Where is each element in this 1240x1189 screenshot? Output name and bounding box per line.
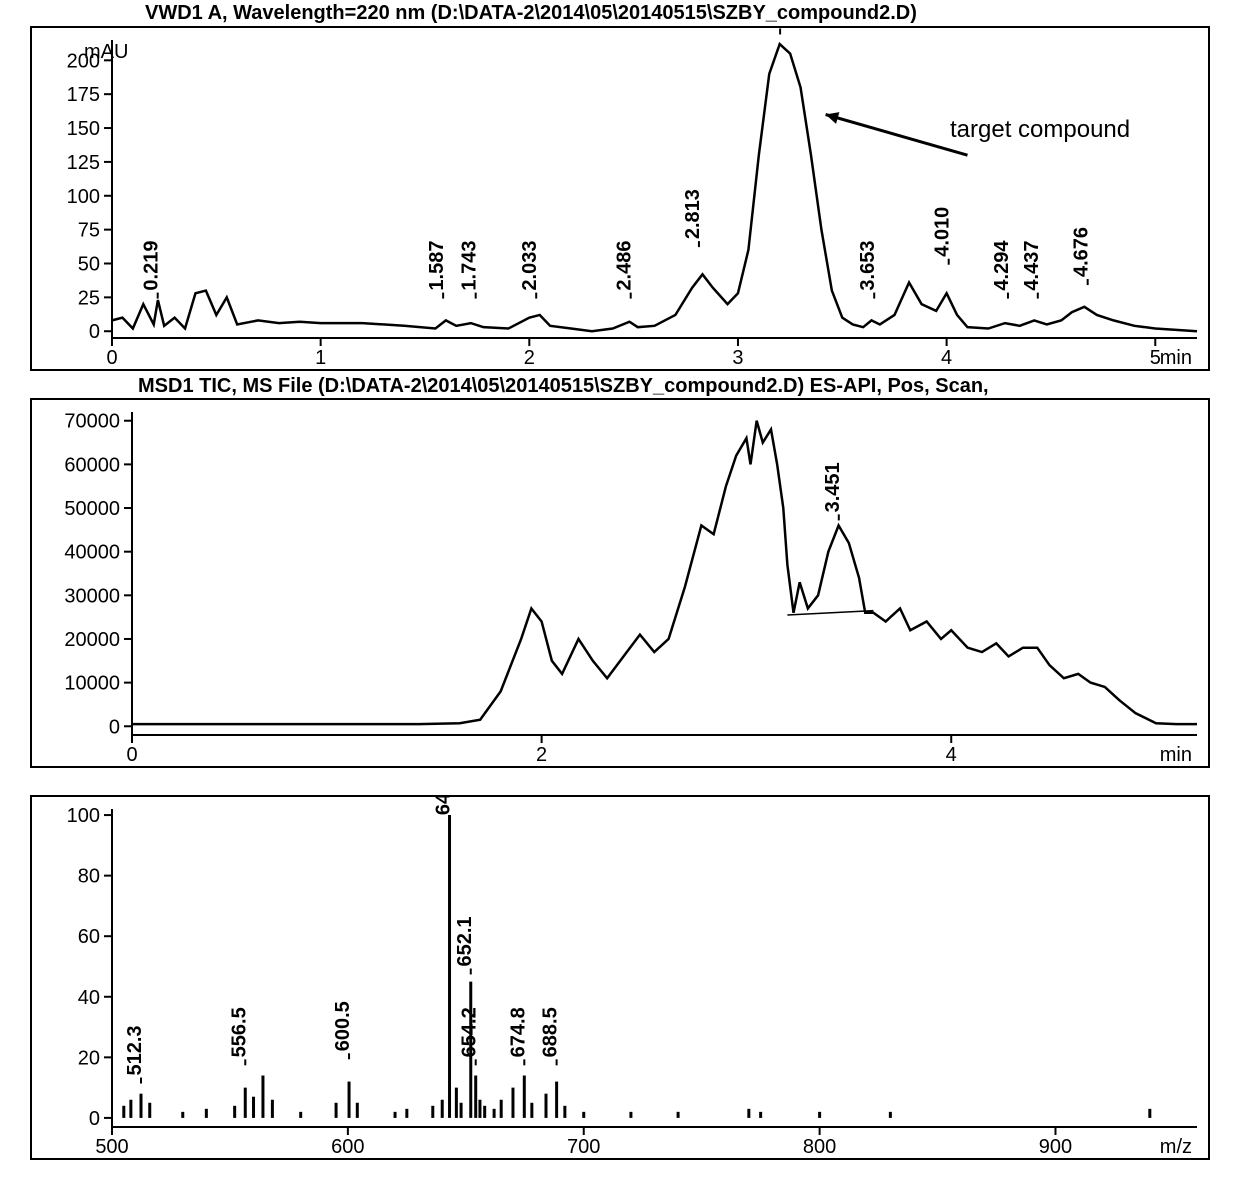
svg-text:0: 0 <box>109 716 120 738</box>
svg-text:0: 0 <box>106 347 117 369</box>
svg-text:mAU: mAU <box>84 41 128 63</box>
svg-text:100: 100 <box>67 186 100 208</box>
svg-text:80: 80 <box>78 866 100 888</box>
panel1-uv-chromatogram: 0255075100125150175200mAU012345min0.2191… <box>30 26 1210 371</box>
svg-text:175: 175 <box>67 84 100 106</box>
svg-text:20000: 20000 <box>64 629 120 651</box>
panel2-svg: 0 10000 20000 30000 40000 50000 60000 70000 0 2 4 m… <box>32 400 1212 770</box>
peak-label: 2.486 <box>614 241 636 291</box>
svg-text:125: 125 <box>67 152 100 174</box>
svg-text:150: 150 <box>67 118 100 140</box>
svg-text:500: 500 <box>95 1136 128 1158</box>
svg-text:0: 0 <box>89 321 100 343</box>
peak-label: 4.437 <box>1021 241 1043 291</box>
svg-text:0: 0 <box>126 744 137 766</box>
peak-label: 643.1 <box>433 797 455 815</box>
svg-text:900: 900 <box>1039 1136 1072 1158</box>
peak-label: 3.451 <box>822 462 844 512</box>
svg-text:2: 2 <box>524 347 535 369</box>
peak-label: 2.813 <box>682 189 704 239</box>
svg-text:75: 75 <box>78 220 100 242</box>
peak-label: 2.033 <box>519 241 541 291</box>
page-root: VWD1 A, Wavelength=220 nm (D:\DATA-2\201… <box>0 0 1240 1189</box>
panel3-svg: 0 20 40 60 80 100 500 600 700 800 900 m/z 512.3 556.5… <box>32 797 1212 1162</box>
svg-text:100: 100 <box>67 805 100 827</box>
peak-label: 4.010 <box>932 207 954 257</box>
panel1-svg: 0255075100125150175200mAU012345min0.2191… <box>32 28 1212 373</box>
svg-text:1: 1 <box>315 347 326 369</box>
svg-text:70000: 70000 <box>64 411 120 433</box>
panel2-tic-chromatogram: 0 10000 20000 30000 40000 50000 60000 70000 0 2 4 m… <box>30 398 1210 768</box>
svg-text:m/z: m/z <box>1160 1136 1192 1158</box>
svg-text:min: min <box>1160 744 1192 766</box>
peak-label: 1.743 <box>459 241 481 291</box>
svg-text:60: 60 <box>78 926 100 948</box>
svg-text:800: 800 <box>803 1136 836 1158</box>
svg-text:4: 4 <box>941 347 952 369</box>
target-annotation-text: target compound <box>950 116 1130 144</box>
peak-label: 512.3 <box>124 1025 146 1075</box>
svg-text:600: 600 <box>331 1136 364 1158</box>
svg-text:3: 3 <box>732 347 743 369</box>
peak-label: 600.5 <box>332 1001 354 1051</box>
svg-text:min: min <box>1160 347 1192 369</box>
svg-text:30000: 30000 <box>64 585 120 607</box>
svg-text:4: 4 <box>946 744 957 766</box>
peak-label: 4.294 <box>991 240 1013 291</box>
peak-label: 556.5 <box>228 1007 250 1057</box>
panel3-mass-spectrum: 0 20 40 60 80 100 500 600 700 800 900 m/z 512.3 556.5… <box>30 795 1210 1160</box>
svg-text:40: 40 <box>78 987 100 1009</box>
svg-text:60000: 60000 <box>64 454 120 476</box>
svg-text:2: 2 <box>536 744 547 766</box>
peak-label: 654.2 <box>459 1007 481 1057</box>
svg-text:50000: 50000 <box>64 498 120 520</box>
peak-label: 0.219 <box>141 241 163 291</box>
svg-text:40000: 40000 <box>64 542 120 564</box>
svg-text:25: 25 <box>78 287 100 309</box>
svg-text:10000: 10000 <box>64 673 120 695</box>
peak-label: 652.1 <box>454 916 476 966</box>
svg-text:700: 700 <box>567 1136 600 1158</box>
peak-label: 4.676 <box>1071 227 1093 277</box>
svg-text:20: 20 <box>78 1047 100 1069</box>
panel2-title: MSD1 TIC, MS File (D:\DATA-2\2014\05\201… <box>138 375 989 398</box>
svg-text:0: 0 <box>89 1108 100 1130</box>
peak-label: 1.587 <box>426 241 448 291</box>
peak-label: 688.5 <box>540 1007 562 1057</box>
svg-text:50: 50 <box>78 254 100 276</box>
peak-label: 3.653 <box>857 241 879 291</box>
panel1-title: VWD1 A, Wavelength=220 nm (D:\DATA-2\201… <box>145 2 917 25</box>
peak-label: 674.8 <box>507 1007 529 1057</box>
